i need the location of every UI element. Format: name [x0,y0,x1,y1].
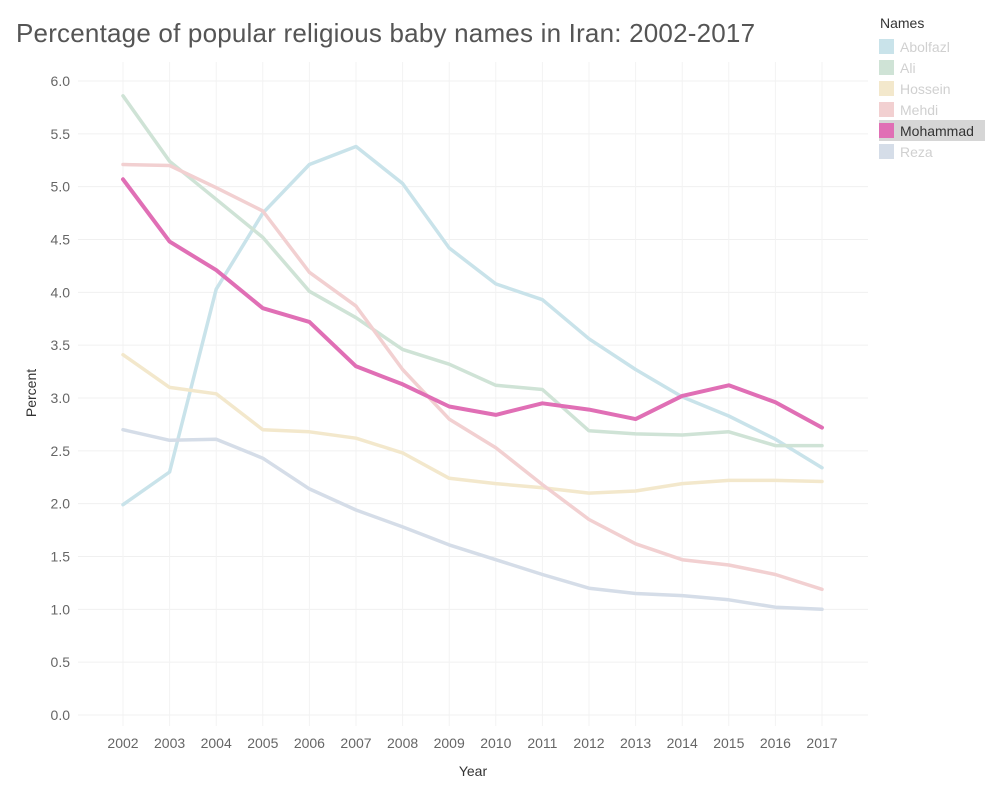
x-tick-label: 2004 [201,735,232,751]
y-tick-label: 0.0 [51,707,71,723]
legend-label: Mohammad [900,122,974,139]
series-line-ali[interactable] [121,94,824,448]
y-tick-label: 6.0 [51,73,71,89]
x-axis-label: Year [459,763,488,779]
x-tick-label: 2013 [620,735,651,751]
x-tick-label: 2014 [667,735,698,751]
legend-item-ali[interactable]: Ali [879,57,985,78]
x-tick-label: 2011 [527,735,557,751]
y-tick-label: 4.0 [51,284,71,300]
legend-swatch [879,60,894,75]
gridlines [78,62,868,726]
legend-item-hossein[interactable]: Hossein [879,78,985,99]
y-tick-label: 0.5 [51,654,71,670]
series-line-hossein[interactable] [121,352,824,495]
y-tick-label: 3.5 [51,337,71,353]
y-tick-label: 3.0 [51,390,71,406]
x-tick-label: 2005 [247,735,278,751]
legend-item-reza[interactable]: Reza [879,141,985,162]
y-tick-label: 2.0 [51,496,71,512]
legend-label: Mehdi [900,101,939,118]
y-tick-label: 2.5 [51,443,71,459]
series-line-abolfazl[interactable] [121,144,824,507]
x-tick-label: 2002 [107,735,138,751]
x-tick-label: 2016 [760,735,791,751]
y-tick-label: 5.0 [51,179,71,195]
legend-label: Ali [900,59,916,76]
x-tick-label: 2015 [713,735,744,751]
y-tick-label: 1.5 [51,549,71,565]
y-axis-ticks: 0.0 0.5 1.0 1.5 2.0 2.5 3.0 3.5 4.0 4.5 5.0 5.5 6.0 [51,73,71,723]
y-axis-label: Percent [23,369,39,417]
x-tick-label: 2009 [434,735,465,751]
line-chart: 0.00.51.01.52.02.53.03.54.04.55.05.56.0 … [23,62,868,779]
legend-swatch [879,123,894,138]
legend-item-abolfazl[interactable]: Abolfazl [879,36,985,57]
legend-title: Names [880,15,925,31]
x-tick-label: 2012 [573,735,604,751]
legend-label: Hossein [900,80,951,97]
y-tick-label: 1.0 [51,601,71,617]
x-tick-label: 2008 [387,735,418,751]
legend-item-mohammad[interactable]: Mohammad [879,120,985,141]
legend: Names Abolfazl Ali Hossein Mehdi Mohamma… [879,14,992,162]
y-tick-label: 5.5 [51,126,71,142]
series-line-mehdi[interactable] [121,162,824,592]
x-tick-label: 2007 [340,735,371,751]
legend-swatch [879,102,894,117]
chart-title: Percentage of popular religious baby nam… [16,18,756,48]
legend-swatch [879,39,894,54]
series-lines [121,94,824,612]
x-axis-ticks: 2002 2003 2004 2005 2006 2007 2008 2009 2010 2011… [107,735,837,751]
legend-label: Abolfazl [900,38,950,55]
series-line-mohammad[interactable] [121,177,824,430]
y-tick-label: 4.5 [51,232,71,248]
legend-swatch [879,81,894,96]
x-tick-label: 2006 [294,735,325,751]
series-line-reza[interactable] [121,427,824,612]
x-tick-label: 2010 [480,735,511,751]
legend-label: Reza [900,143,933,160]
legend-swatch [879,144,894,159]
x-tick-label: 2017 [806,735,837,751]
legend-item-mehdi[interactable]: Mehdi [879,99,985,120]
x-tick-label: 2003 [154,735,185,751]
